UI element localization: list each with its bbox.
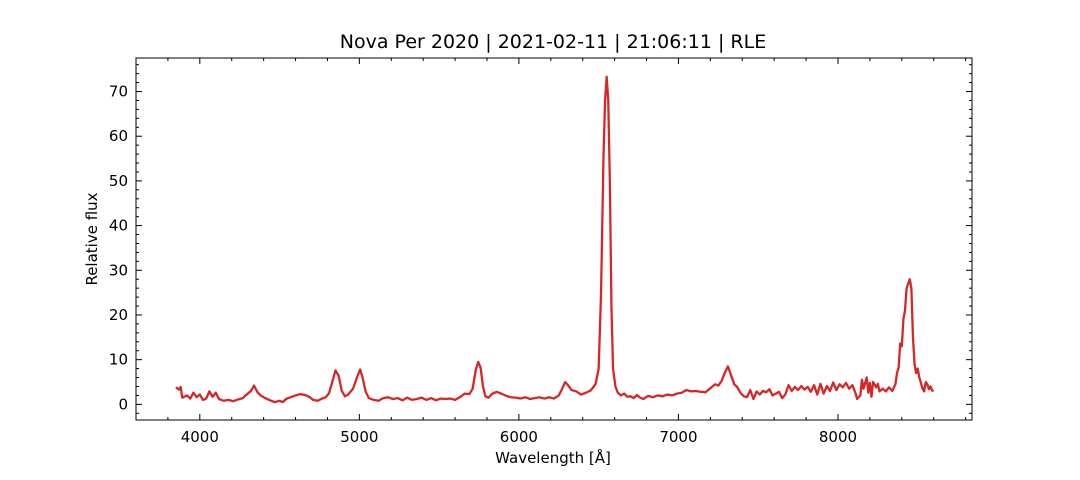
y-tick-label: 30 [109,261,128,279]
x-tick-label: 6000 [500,428,538,446]
plot-area [175,75,935,404]
chart-title: Nova Per 2020 | 2021-02-11 | 21:06:11 | … [340,31,766,53]
x-tick-label: 8000 [819,428,857,446]
tick-labels: 4000 5000 6000 7000 8000 0 10 20 30 40 50 60 70 [109,83,857,446]
x-tick-label: 7000 [659,428,697,446]
y-tick-label: 0 [118,395,128,413]
x-tick-label: 4000 [181,428,219,446]
y-tick-label: 20 [109,306,128,324]
x-axis-label: Wavelength [Å] [495,448,611,467]
y-tick-label: 40 [109,217,128,235]
y-tick-label: 50 [109,172,128,190]
plot-frame [135,57,973,421]
y-tick-label: 60 [109,127,128,145]
y-axis-label: Relative flux [83,192,101,285]
y-tick-label: 70 [109,83,128,101]
x-tick-label: 5000 [340,428,378,446]
y-tick-label: 10 [109,351,128,369]
spectrum-line [175,75,935,404]
tick-marks [135,58,972,420]
